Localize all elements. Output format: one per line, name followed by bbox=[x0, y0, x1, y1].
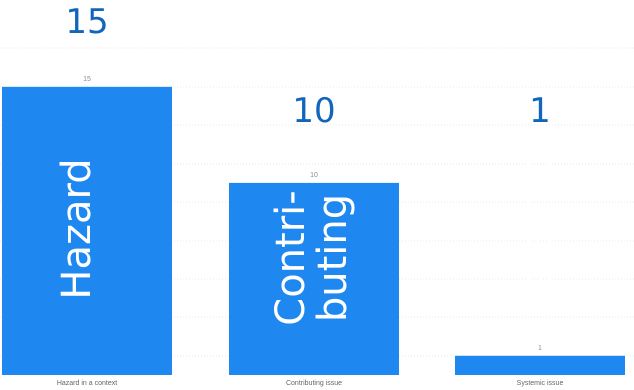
data-label-3: 1 bbox=[538, 345, 542, 352]
bars bbox=[2, 86, 625, 375]
annotation-value-2: 10 bbox=[292, 91, 336, 131]
bar-1 bbox=[2, 86, 172, 375]
bar-2 bbox=[229, 182, 399, 375]
annotation-value-1: 15 bbox=[65, 2, 109, 42]
bar-annotation-contributing: Contri-buting bbox=[268, 190, 356, 326]
bar-annotation-hazard: Hazard bbox=[54, 158, 100, 300]
x-tick-label-2: Contributing issue bbox=[286, 380, 342, 387]
bar-3 bbox=[455, 355, 625, 375]
x-tick-label-1: Hazard in a context bbox=[57, 380, 117, 387]
bar-annotation-line: Contri- bbox=[268, 190, 314, 326]
bar-annotation-line: buting bbox=[310, 193, 356, 323]
data-labels: 15 10 1 bbox=[83, 76, 542, 352]
annotation-value-3: 1 bbox=[529, 91, 551, 131]
x-tick-label-3: Systemic issue bbox=[517, 380, 564, 387]
bar-annotation-systemic: Systemic bbox=[514, 158, 560, 342]
x-tick-labels: Hazard in a context Contributing issue Sys… bbox=[57, 380, 564, 387]
data-label-2: 10 bbox=[310, 172, 318, 179]
data-label-1: 15 bbox=[83, 76, 91, 83]
